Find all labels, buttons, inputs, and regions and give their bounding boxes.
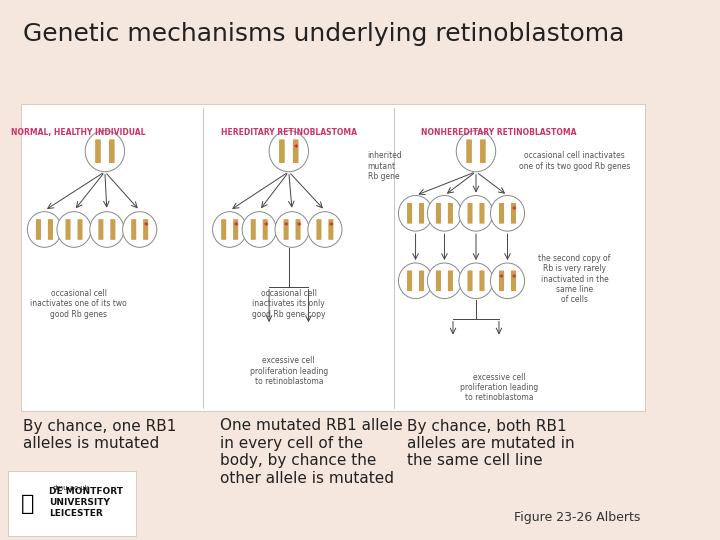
FancyBboxPatch shape [407,271,412,291]
Text: Genetic mechanisms underlying retinoblastoma: Genetic mechanisms underlying retinoblas… [23,22,624,45]
Text: By chance, one RB1
alleles is mutated: By chance, one RB1 alleles is mutated [23,418,176,451]
FancyBboxPatch shape [480,271,485,291]
FancyBboxPatch shape [436,203,441,224]
FancyBboxPatch shape [407,203,412,224]
FancyBboxPatch shape [279,139,284,163]
Text: *: * [512,206,516,215]
Text: By chance, both RB1
alleles are mutated in
the same cell line: By chance, both RB1 alleles are mutated … [407,418,575,468]
Ellipse shape [57,212,91,247]
FancyBboxPatch shape [131,219,136,240]
FancyBboxPatch shape [284,219,289,240]
FancyBboxPatch shape [36,219,41,240]
Text: *: * [297,222,301,231]
Ellipse shape [85,131,125,172]
Ellipse shape [275,212,309,247]
Text: *: * [284,222,288,231]
FancyBboxPatch shape [448,203,453,224]
FancyBboxPatch shape [436,271,441,291]
Ellipse shape [456,131,495,172]
Text: NORMAL, HEALTHY INDIVIDUAL: NORMAL, HEALTHY INDIVIDUAL [12,128,146,137]
Text: *: * [264,222,268,231]
FancyBboxPatch shape [143,219,148,240]
Ellipse shape [398,195,433,231]
FancyBboxPatch shape [110,219,115,240]
Text: dmu.ac.uk: dmu.ac.uk [53,485,89,491]
FancyBboxPatch shape [233,219,238,240]
FancyBboxPatch shape [499,203,504,224]
FancyBboxPatch shape [511,271,516,291]
FancyBboxPatch shape [419,203,424,224]
FancyBboxPatch shape [316,219,321,240]
Text: the second copy of
Rb is very rarely
inactivated in the
same line
of cells: the second copy of Rb is very rarely ina… [539,254,611,305]
Text: occasional cell inactivates
one of its two good Rb genes: occasional cell inactivates one of its t… [519,151,630,171]
FancyBboxPatch shape [9,471,136,536]
FancyBboxPatch shape [448,271,453,291]
Text: DE MONTFORT
UNIVERSITY
LEICESTER: DE MONTFORT UNIVERSITY LEICESTER [49,487,123,518]
FancyBboxPatch shape [66,219,71,240]
FancyBboxPatch shape [467,271,472,291]
Ellipse shape [490,263,525,299]
Text: HEREDITARY RETINOBLASTOMA: HEREDITARY RETINOBLASTOMA [221,128,357,137]
Text: *: * [329,222,333,231]
Ellipse shape [308,212,342,247]
FancyBboxPatch shape [419,271,424,291]
FancyBboxPatch shape [467,139,472,163]
Text: One mutated RB1 allele
in every cell of the
body, by chance the
other allele is : One mutated RB1 allele in every cell of … [220,418,402,485]
FancyBboxPatch shape [328,219,333,240]
FancyBboxPatch shape [109,139,114,163]
Ellipse shape [242,212,276,247]
Text: occasional cell
inactivates its only
good Rb gene copy: occasional cell inactivates its only goo… [252,289,325,319]
Ellipse shape [490,195,525,231]
Text: excessive cell
proliferation leading
to retinoblastoma: excessive cell proliferation leading to … [250,356,328,386]
Ellipse shape [269,131,308,172]
Text: *: * [294,144,299,153]
FancyBboxPatch shape [251,219,256,240]
Text: *: * [499,274,503,282]
Ellipse shape [459,263,493,299]
FancyBboxPatch shape [467,203,472,224]
Text: *: * [512,274,516,282]
FancyBboxPatch shape [480,203,485,224]
FancyBboxPatch shape [22,104,645,411]
Text: NONHEREDITARY RETINOBLASTOMA: NONHEREDITARY RETINOBLASTOMA [421,128,577,137]
FancyBboxPatch shape [480,139,486,163]
Ellipse shape [122,212,157,247]
Text: inherited
mutant
Rb gene: inherited mutant Rb gene [368,151,402,181]
FancyBboxPatch shape [78,219,83,240]
Text: 🦁: 🦁 [22,494,35,514]
Text: Figure 23-26 Alberts: Figure 23-26 Alberts [514,511,640,524]
Ellipse shape [459,195,493,231]
FancyBboxPatch shape [499,271,504,291]
FancyBboxPatch shape [221,219,226,240]
FancyBboxPatch shape [99,219,104,240]
FancyBboxPatch shape [293,139,299,163]
FancyBboxPatch shape [511,203,516,224]
Text: *: * [234,222,238,231]
FancyBboxPatch shape [263,219,268,240]
Ellipse shape [212,212,247,247]
Ellipse shape [428,195,462,231]
Ellipse shape [90,212,124,247]
FancyBboxPatch shape [295,219,300,240]
Ellipse shape [27,212,61,247]
FancyBboxPatch shape [95,139,101,163]
Ellipse shape [398,263,433,299]
Ellipse shape [428,263,462,299]
Text: occasional cell
inactivates one of its two
good Rb genes: occasional cell inactivates one of its t… [30,289,127,319]
FancyBboxPatch shape [48,219,53,240]
Text: excessive cell
proliferation leading
to retinoblastoma: excessive cell proliferation leading to … [460,373,538,402]
Text: *: * [144,222,148,231]
